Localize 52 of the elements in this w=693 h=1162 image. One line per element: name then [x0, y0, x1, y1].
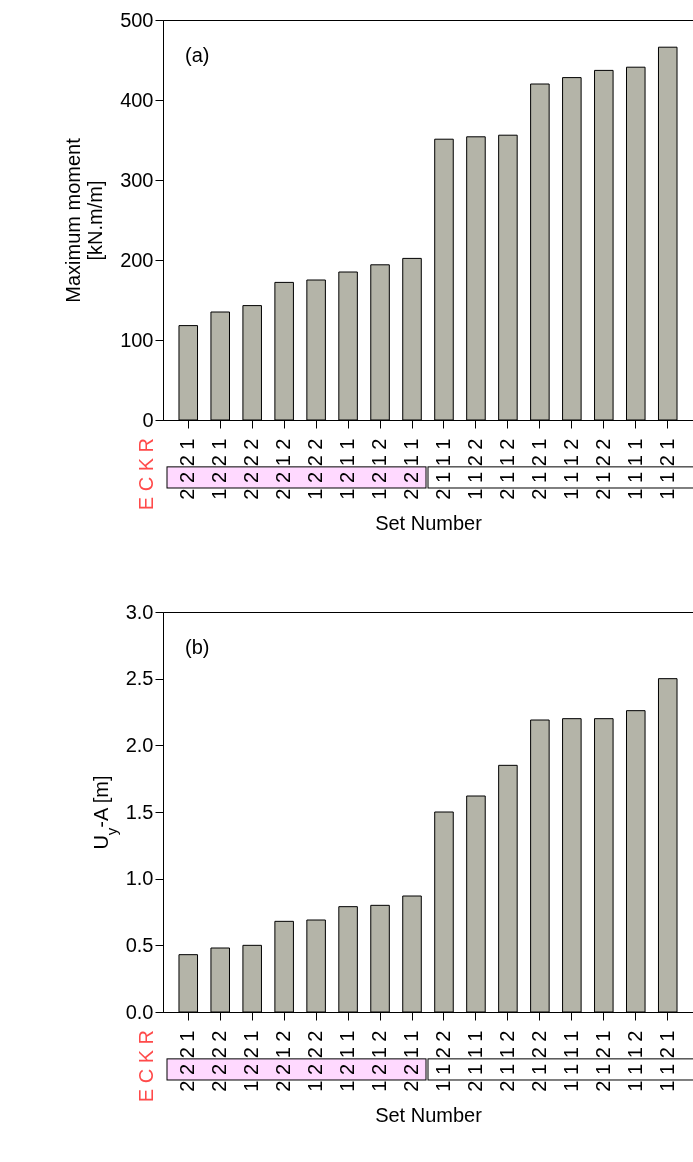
y-axis-title: Maximum moment [kN.m/m]	[62, 137, 107, 303]
x-tick-label: 2 2 1 2	[272, 438, 295, 500]
x-tick-label: 2 1 2 1	[591, 1030, 614, 1092]
x-tick-label: 2 1 1 2	[495, 1030, 518, 1092]
x-tick-label: 1 2 1 1	[336, 438, 359, 500]
x-tick-label: 1 1 2 2	[463, 438, 486, 500]
y-tick-label: 3.0	[125, 600, 154, 623]
x-tick-label: 1 2 1 1	[336, 1030, 359, 1092]
x-tick-label: 1 1 1 1	[559, 1030, 582, 1092]
x-tick-label: 2 2 2 2	[240, 438, 263, 500]
x-tick-label: 2 2 1 1	[400, 438, 423, 500]
x-tick-label: 1 2 2 1	[208, 438, 231, 500]
x-tick-label: 1 2 2 2	[304, 438, 327, 500]
x-tick-label: 1 1 1 2	[559, 438, 582, 500]
y-tick-label: 500	[120, 8, 154, 31]
text: E C K R	[135, 438, 157, 511]
x-tick-label: 1 1 2 1	[655, 1030, 678, 1092]
annotation: (a)	[185, 44, 210, 66]
text: E C K R	[135, 1030, 157, 1103]
x-tick-label: 2 1 1 1	[463, 1030, 486, 1092]
y-tick-label: 0	[142, 408, 154, 431]
x-tick-label: 1 2 1 2	[368, 438, 391, 500]
y-tick-label: 300	[120, 168, 154, 191]
x-tick-label: 1 1 2 1	[655, 438, 678, 500]
y-tick-label: 0.5	[125, 933, 154, 956]
x-tick-label: 2 1 1 1	[431, 438, 454, 500]
x-tick-label: 2 1 2 2	[591, 438, 614, 500]
x-tick-label: 2 1 2 1	[527, 438, 550, 500]
y-tick-label: 1.0	[125, 867, 154, 890]
x-tick-label: 1 2 1 2	[368, 1030, 391, 1092]
y-tick-label: 200	[120, 248, 154, 271]
y-tick-label: 400	[120, 88, 154, 111]
x-tick-label: 2 2 1 2	[272, 1030, 295, 1092]
annotation: (b)	[185, 636, 210, 658]
y-tick-label: 2.5	[125, 667, 154, 690]
x-tick-label: 2 1 1 2	[495, 438, 518, 500]
x-tick-label: 2 2 2 2	[208, 1030, 231, 1092]
y-tick-label: 0.0	[125, 1000, 154, 1023]
x-tick-label: 1 1 1 2	[623, 1030, 646, 1092]
x-axis-title: Set Number	[375, 1103, 483, 1126]
x-tick-label: 1 2 2 2	[304, 1030, 327, 1092]
y-tick-label: 2.0	[125, 733, 154, 756]
x-tick-label: 2 2 2 1	[176, 438, 199, 500]
x-tick-label: 1 2 2 1	[240, 1030, 263, 1092]
x-tick-label: 2 2 2 1	[176, 1030, 199, 1092]
y-tick-label: 1.5	[125, 800, 154, 823]
x-tick-label: 2 2 1 1	[400, 1030, 423, 1092]
x-tick-label: 2 1 2 2	[527, 1030, 550, 1092]
x-tick-label: 1 1 1 1	[623, 438, 646, 500]
x-tick-label: 1 1 2 2	[431, 1030, 454, 1092]
y-tick-label: 100	[120, 328, 154, 351]
x-axis-title: Set Number	[375, 511, 483, 534]
